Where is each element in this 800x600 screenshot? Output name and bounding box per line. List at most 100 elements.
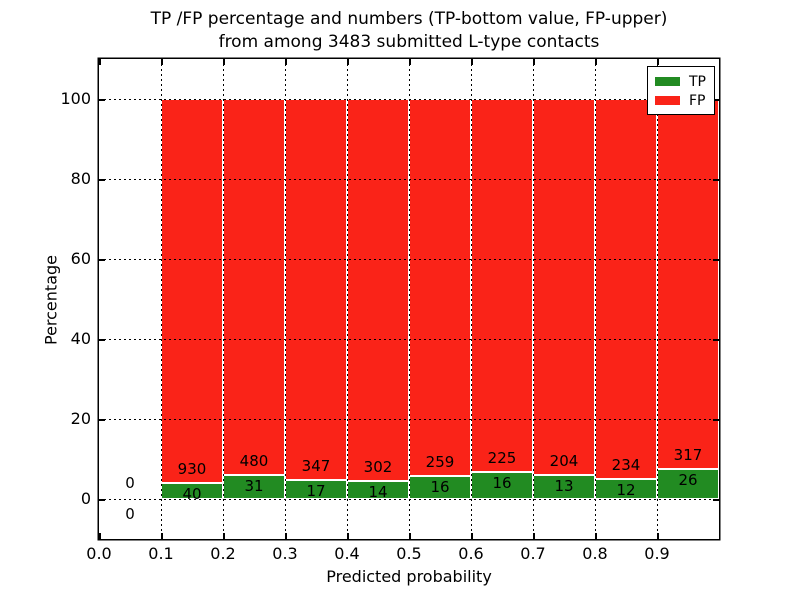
x-tick-mark: [285, 533, 287, 539]
x-tick-mark: [347, 533, 349, 539]
fp-count-label: 259: [425, 452, 455, 471]
y-tick-mark: [713, 419, 719, 421]
fp-count-label: 317: [673, 445, 703, 464]
tp-count-label: 31: [244, 476, 264, 495]
fp-count-label: 302: [363, 458, 393, 477]
legend-entry: FP: [655, 91, 707, 110]
x-tick-mark: [223, 59, 225, 65]
bar-fp-segment: [161, 99, 223, 483]
x-tick-mark: [161, 533, 163, 539]
fp-count-label: 234: [611, 456, 641, 475]
bar-tp-segment: [471, 472, 533, 499]
y-tick-mark: [99, 179, 105, 181]
y-tick-mark: [99, 99, 105, 101]
y-tick-mark: [99, 419, 105, 421]
fp-count-label: 0: [125, 474, 135, 492]
x-tick-mark: [533, 533, 535, 539]
y-tick-mark: [99, 339, 105, 341]
legend-entry-label: FP: [689, 92, 706, 109]
gridline-vertical: [347, 59, 348, 539]
x-tick-mark: [471, 59, 473, 65]
tp-count-label: 16: [492, 474, 512, 493]
bar-fp-segment: [471, 99, 533, 473]
tp-count-label: 17: [306, 482, 326, 501]
bar-fp-segment: [657, 99, 719, 469]
x-tick-label: 0.0: [86, 544, 112, 563]
x-tick-mark: [99, 533, 101, 539]
tp-count-label: 16: [430, 477, 450, 496]
gridline-vertical: [533, 59, 534, 539]
legend-entry: TP: [655, 72, 707, 91]
chart-title: TP /FP percentage and numbers (TP-bottom…: [99, 8, 719, 54]
fp-count-label: 347: [301, 457, 331, 476]
x-tick-mark: [161, 59, 163, 65]
fp-count-label: 930: [177, 459, 207, 478]
y-tick-label: 80: [70, 169, 91, 188]
x-tick-mark: [595, 59, 597, 65]
x-tick-label: 0.6: [458, 544, 484, 563]
plot-area: 0 0 930 40 480 31 347 17 302 14 259 16 225 16 204 13 234…: [99, 59, 719, 539]
tp-count-label: 14: [368, 483, 388, 502]
x-tick-mark: [285, 59, 287, 65]
x-tick-mark: [409, 59, 411, 65]
chart-title-line1: TP /FP percentage and numbers (TP-bottom…: [150, 9, 668, 29]
y-tick-label: 100: [60, 89, 91, 108]
bar-fp-segment: [347, 99, 409, 482]
fp-count-label: 480: [239, 451, 269, 470]
bar-fp-segment: [533, 99, 595, 476]
gridline-vertical: [285, 59, 286, 539]
fp-swatch-icon: [655, 96, 680, 105]
chart-title-line2: from among 3483 submitted L-type contact…: [218, 32, 600, 52]
tp-count-label: 0: [125, 505, 135, 523]
x-axis-label: Predicted probability: [326, 567, 492, 586]
y-tick-mark: [713, 259, 719, 261]
y-tick-mark: [99, 259, 105, 261]
y-tick-label: 0: [80, 489, 91, 508]
x-tick-mark: [595, 533, 597, 539]
x-tick-mark: [657, 533, 659, 539]
gridline-vertical: [161, 59, 162, 539]
gridline-vertical: [657, 59, 658, 539]
bar-tp-segment: [223, 474, 285, 499]
x-tick-label: 0.2: [210, 544, 236, 563]
bar-fp-segment: [595, 99, 657, 480]
y-tick-label: 60: [70, 249, 91, 268]
gridline-vertical: [223, 59, 224, 539]
tp-count-label: 12: [616, 481, 636, 500]
tp-swatch-icon: [655, 77, 680, 86]
x-tick-label: 0.3: [272, 544, 298, 563]
gridline-vertical: [409, 59, 410, 539]
y-tick-mark: [713, 499, 719, 501]
x-tick-mark: [471, 533, 473, 539]
tp-count-label: 40: [182, 484, 202, 503]
fp-count-label: 225: [487, 449, 517, 468]
x-tick-label: 0.8: [582, 544, 608, 563]
x-tick-mark: [409, 533, 411, 539]
legend-entry-label: TP: [689, 73, 706, 90]
tp-count-label: 26: [678, 470, 698, 489]
y-tick-label: 40: [70, 329, 91, 348]
y-tick-mark: [713, 179, 719, 181]
x-tick-mark: [657, 59, 659, 65]
x-tick-label: 0.7: [520, 544, 546, 563]
x-tick-mark: [533, 59, 535, 65]
x-tick-label: 0.4: [334, 544, 360, 563]
fp-count-label: 204: [549, 452, 579, 471]
gridline-vertical: [471, 59, 472, 539]
bar-fp-segment: [285, 99, 347, 481]
bar-fp-segment: [409, 99, 471, 476]
gridline-vertical: [595, 59, 596, 539]
x-tick-mark: [223, 533, 225, 539]
tp-count-label: 13: [554, 477, 574, 496]
x-tick-label: 0.1: [148, 544, 174, 563]
y-tick-label: 20: [70, 409, 91, 428]
x-tick-label: 0.9: [644, 544, 670, 563]
x-tick-mark: [347, 59, 349, 65]
x-tick-label: 0.5: [396, 544, 422, 563]
x-tick-mark: [99, 59, 101, 65]
y-tick-mark: [99, 499, 105, 501]
y-tick-mark: [713, 99, 719, 101]
legend: TP FP: [647, 66, 715, 115]
y-tick-mark: [713, 339, 719, 341]
